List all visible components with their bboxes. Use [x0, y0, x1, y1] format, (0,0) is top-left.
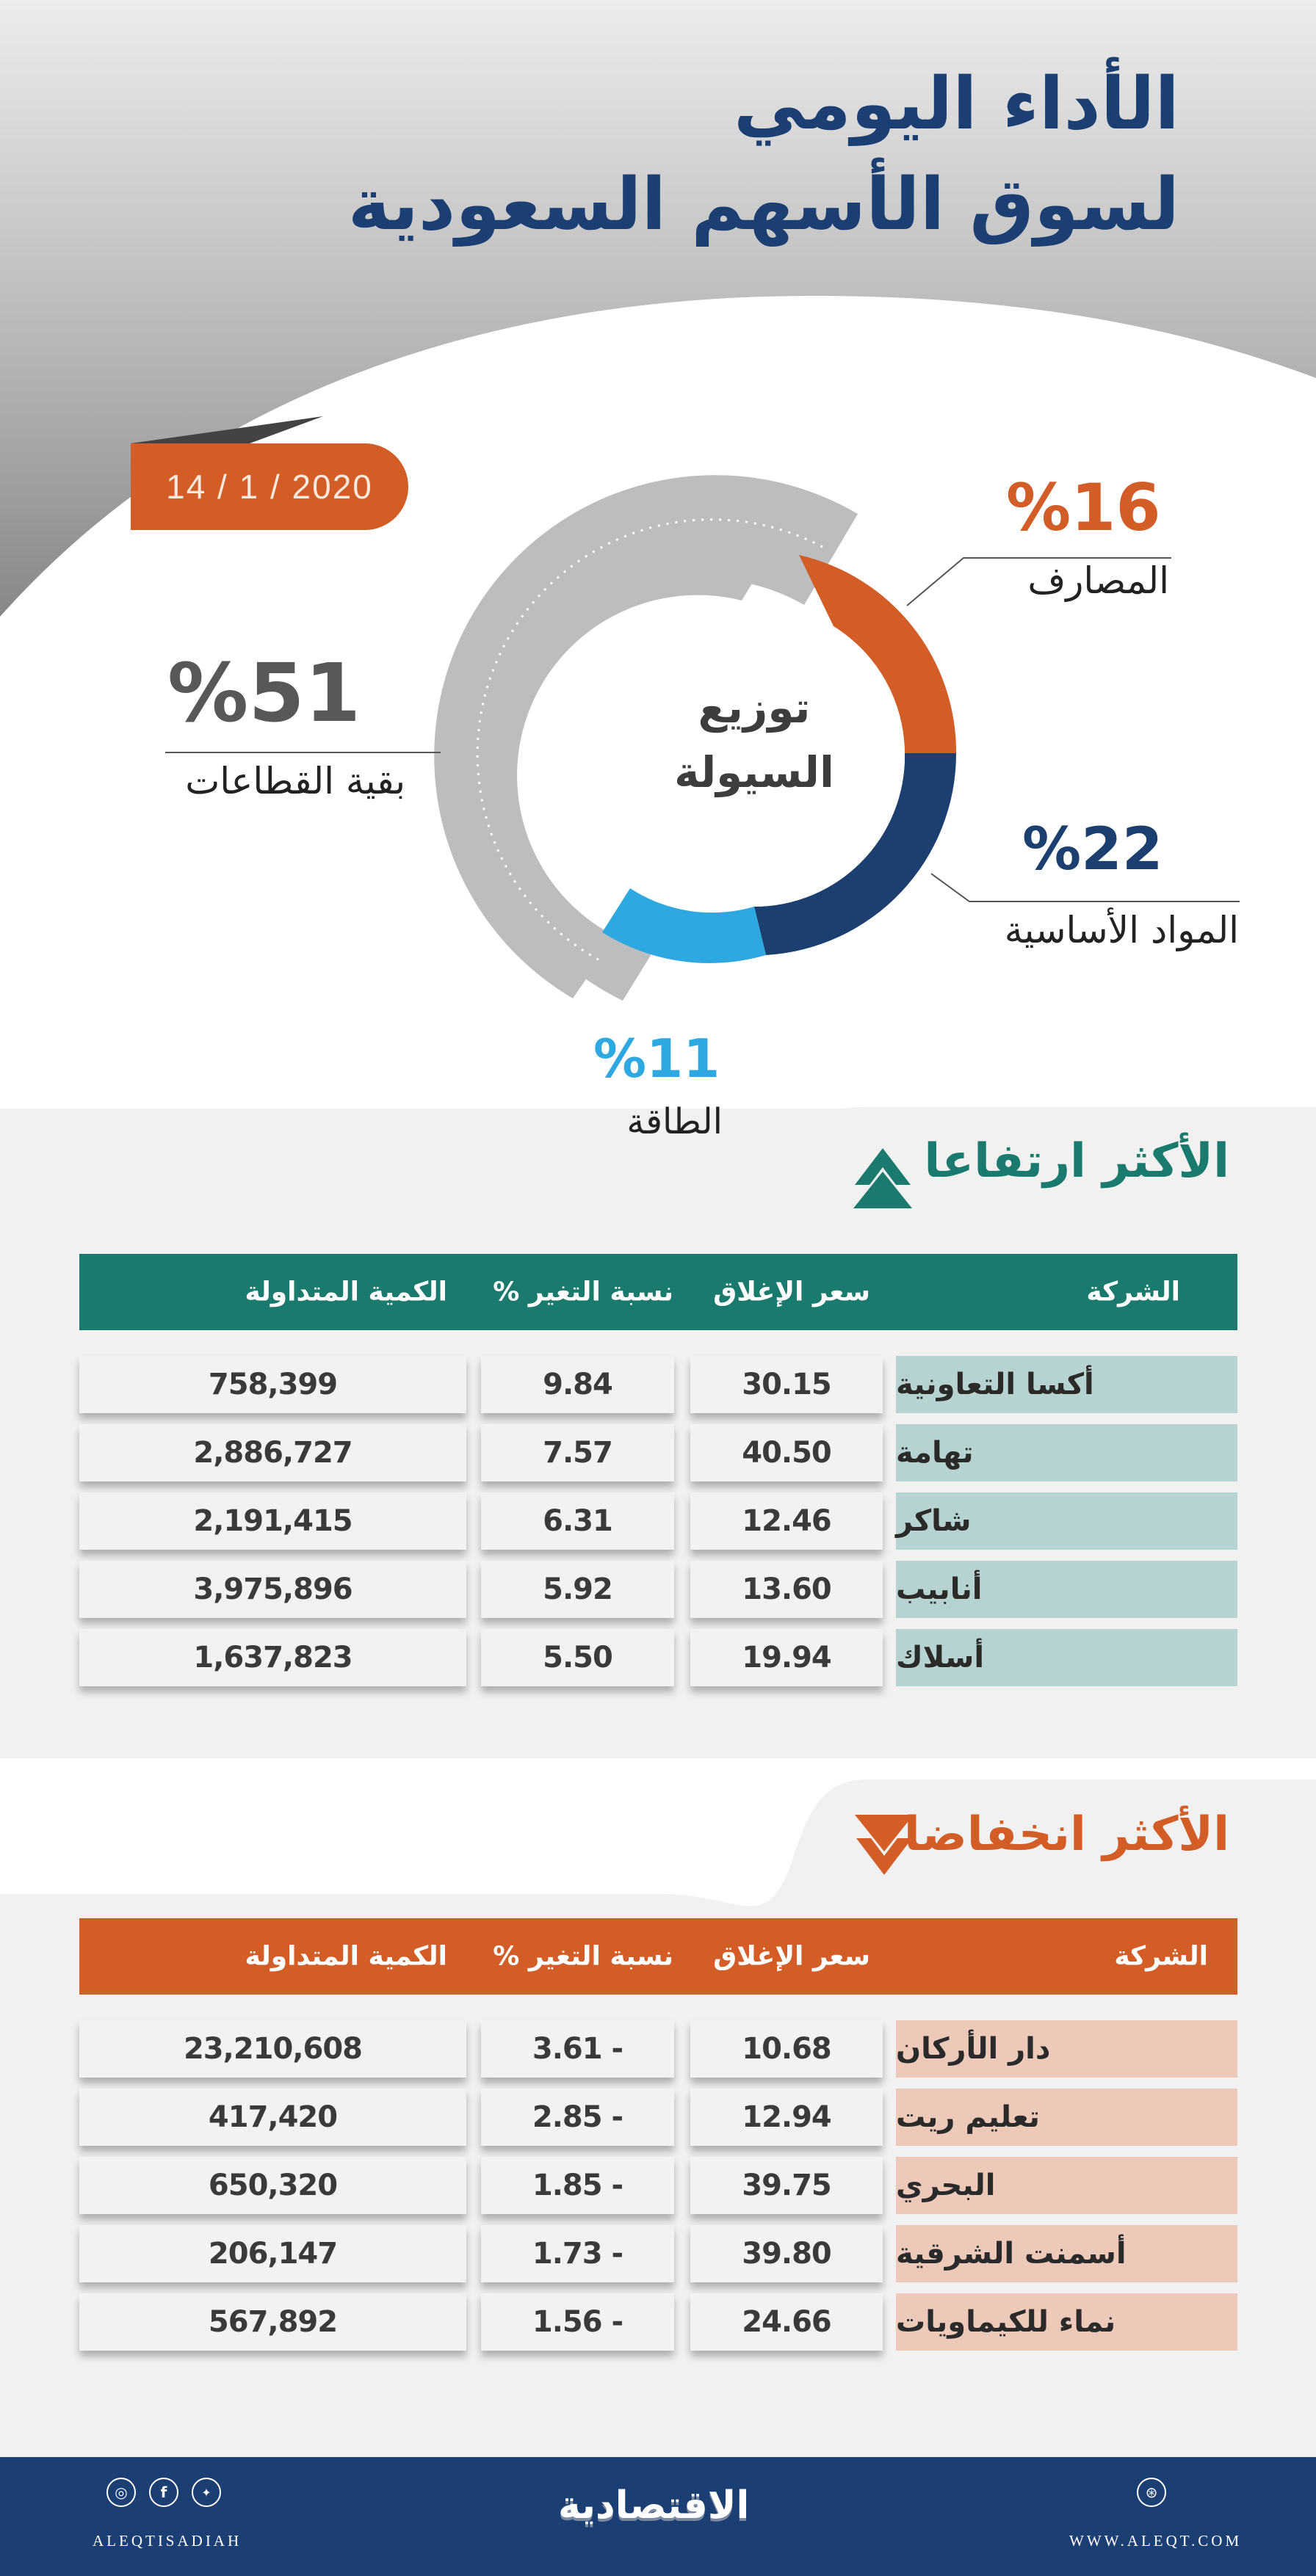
materials-percent: %22 [1022, 815, 1163, 883]
change-cell: 6.31 [481, 1492, 674, 1550]
volume-cell: 1,637,823 [79, 1629, 466, 1686]
col-volume: الكمية المتداولة [245, 1277, 447, 1307]
gainers-title: الأكثر ارتفاعا [924, 1134, 1229, 1189]
change-cell: 1.73 - [481, 2225, 674, 2282]
company-cell: أكسا التعاونية [896, 1356, 1237, 1413]
volume-cell: 2,191,415 [79, 1492, 466, 1550]
table-row: 758,399 9.84 30.15 أكسا التعاونية [79, 1356, 1237, 1413]
donut-center-line1: توزيع [698, 683, 811, 733]
change-cell: 7.57 [481, 1424, 674, 1481]
table-row: 206,147 1.73 - 39.80 أسمنت الشرقية [79, 2225, 1237, 2282]
company-cell: شاكر [896, 1492, 1237, 1550]
close-cell: 30.15 [690, 1356, 883, 1413]
instagram-icon[interactable]: ◎ [106, 2478, 136, 2507]
twitter-icon[interactable]: ✦ [192, 2478, 221, 2507]
close-cell: 19.94 [690, 1629, 883, 1686]
company-cell: تعليم ريت [896, 2089, 1237, 2146]
company-cell: أسلاك [896, 1629, 1237, 1686]
table-row: 650,320 1.85 - 39.75 البحري [79, 2157, 1237, 2214]
social-handle: ALEQTISADIAH [93, 2532, 242, 2550]
double-chevron-down-icon [855, 1815, 914, 1875]
table-row: 2,886,727 7.57 40.50 تهامة [79, 1424, 1237, 1481]
banks-label: المصارف [1027, 559, 1169, 602]
col-volume: الكمية المتداولة [245, 1941, 447, 1972]
close-cell: 24.66 [690, 2293, 883, 2351]
close-cell: 10.68 [690, 2020, 883, 2078]
liquidity-donut-chart [165, 475, 1240, 1001]
col-change: نسبة التغير % [493, 1941, 673, 1972]
table-row: 2,191,415 6.31 12.46 شاكر [79, 1492, 1237, 1550]
company-cell: أسمنت الشرقية [896, 2225, 1237, 2282]
losers-title: الأكثر انخفاضا [903, 1807, 1229, 1862]
donut-center-line2: السيولة [674, 747, 834, 797]
page-title-line1: الأداء اليومي [734, 62, 1180, 146]
company-cell: تهامة [896, 1424, 1237, 1481]
close-cell: 13.60 [690, 1561, 883, 1618]
date-badge: 14 / 1 / 2020 [131, 443, 408, 530]
volume-cell: 567,892 [79, 2293, 466, 2351]
donut-segment-materials [754, 753, 957, 955]
others-percent: %51 [167, 646, 361, 740]
company-cell: أنابيب [896, 1561, 1237, 1618]
change-cell: 1.56 - [481, 2293, 674, 2351]
footer: ◎ f ✦ ALEQTISADIAH الاقتصادية ⊛ WWW.ALEQ… [0, 2457, 1316, 2576]
change-cell: 2.85 - [481, 2089, 674, 2146]
col-close: سعر الإغلاق [713, 1277, 870, 1307]
brand-logo: الاقتصادية [558, 2484, 750, 2528]
change-cell: 5.50 [481, 1629, 674, 1686]
facebook-icon[interactable]: f [149, 2478, 178, 2507]
col-company: الشركة [1086, 1277, 1180, 1307]
website-link[interactable]: WWW.ALEQT.COM [1069, 2532, 1243, 2550]
energy-percent: %11 [593, 1028, 720, 1089]
energy-label: الطاقة [626, 1101, 723, 1142]
volume-cell: 2,886,727 [79, 1424, 466, 1481]
change-cell: 5.92 [481, 1561, 674, 1618]
others-label: بقية القطاعات [185, 760, 405, 802]
banks-percent: %16 [1006, 470, 1161, 545]
volume-cell: 758,399 [79, 1356, 466, 1413]
table-row: 567,892 1.56 - 24.66 نماء للكيماويات [79, 2293, 1237, 2351]
donut-segment-energy [602, 888, 766, 963]
close-cell: 39.75 [690, 2157, 883, 2214]
volume-cell: 3,975,896 [79, 1561, 466, 1618]
page-title-line2: لسوق الأسهم السعودية [347, 163, 1180, 247]
donut-segment-banks [799, 555, 957, 753]
company-cell: البحري [896, 2157, 1237, 2214]
close-cell: 40.50 [690, 1424, 883, 1481]
volume-cell: 417,420 [79, 2089, 466, 2146]
col-close: سعر الإغلاق [713, 1941, 870, 1972]
close-cell: 12.94 [690, 2089, 883, 2146]
close-cell: 39.80 [690, 2225, 883, 2282]
change-cell: 9.84 [481, 1356, 674, 1413]
change-cell: 3.61 - [481, 2020, 674, 2078]
materials-label: المواد الأساسية [1004, 909, 1239, 951]
dribbble-icon[interactable]: ⊛ [1137, 2478, 1166, 2507]
volume-cell: 23,210,608 [79, 2020, 466, 2078]
donut-center-label: توزيع السيولة [607, 675, 901, 805]
table-row: 1,637,823 5.50 19.94 أسلاك [79, 1629, 1237, 1686]
gainers-table-header: الشركة سعر الإغلاق نسبة التغير % الكمية … [79, 1254, 1237, 1330]
double-chevron-up-icon [853, 1148, 912, 1208]
volume-cell: 650,320 [79, 2157, 466, 2214]
table-row: 3,975,896 5.92 13.60 أنابيب [79, 1561, 1237, 1618]
table-row: 417,420 2.85 - 12.94 تعليم ريت [79, 2089, 1237, 2146]
close-cell: 12.46 [690, 1492, 883, 1550]
company-cell: دار الأركان [896, 2020, 1237, 2078]
company-cell: نماء للكيماويات [896, 2293, 1237, 2351]
col-company: الشركة [1114, 1941, 1208, 1972]
change-cell: 1.85 - [481, 2157, 674, 2214]
volume-cell: 206,147 [79, 2225, 466, 2282]
losers-table-header: الشركة سعر الإغلاق نسبة التغير % الكمية … [79, 1918, 1237, 1995]
col-change: نسبة التغير % [493, 1277, 673, 1307]
table-row: 23,210,608 3.61 - 10.68 دار الأركان [79, 2020, 1237, 2078]
